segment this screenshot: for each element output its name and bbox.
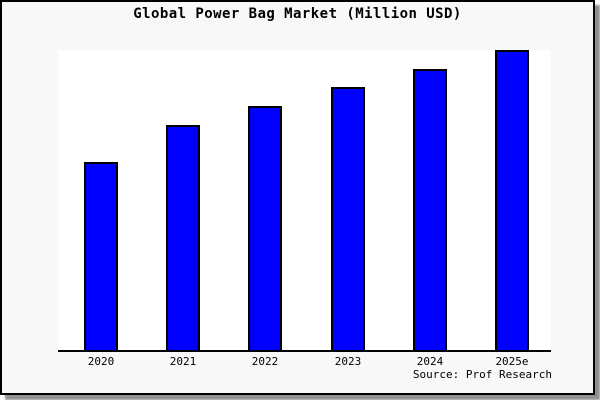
source-credit: Source: Prof Research <box>412 368 552 381</box>
x-tick-label-2021: 2021 <box>169 355 197 368</box>
x-tick-label-2022: 2022 <box>251 355 279 368</box>
chart-bar-2024 <box>413 69 447 350</box>
plot-area <box>58 50 551 352</box>
chart-bar-2023 <box>331 87 365 350</box>
x-tick-label-2025e: 2025e <box>495 355 529 368</box>
chart-title: Global Power Bag Market (Million USD) <box>133 6 462 22</box>
chart-bar-2021 <box>166 125 200 350</box>
chart-bar-2022 <box>248 106 282 350</box>
chart-bar-2020 <box>84 162 118 350</box>
chart-bar-2025e <box>495 50 529 350</box>
x-tick-label-2020: 2020 <box>87 355 115 368</box>
x-tick-label-2023: 2023 <box>334 355 362 368</box>
x-tick-label-2024: 2024 <box>416 355 444 368</box>
chart-frame: Global Power Bag Market (Million USD) So… <box>0 0 595 395</box>
